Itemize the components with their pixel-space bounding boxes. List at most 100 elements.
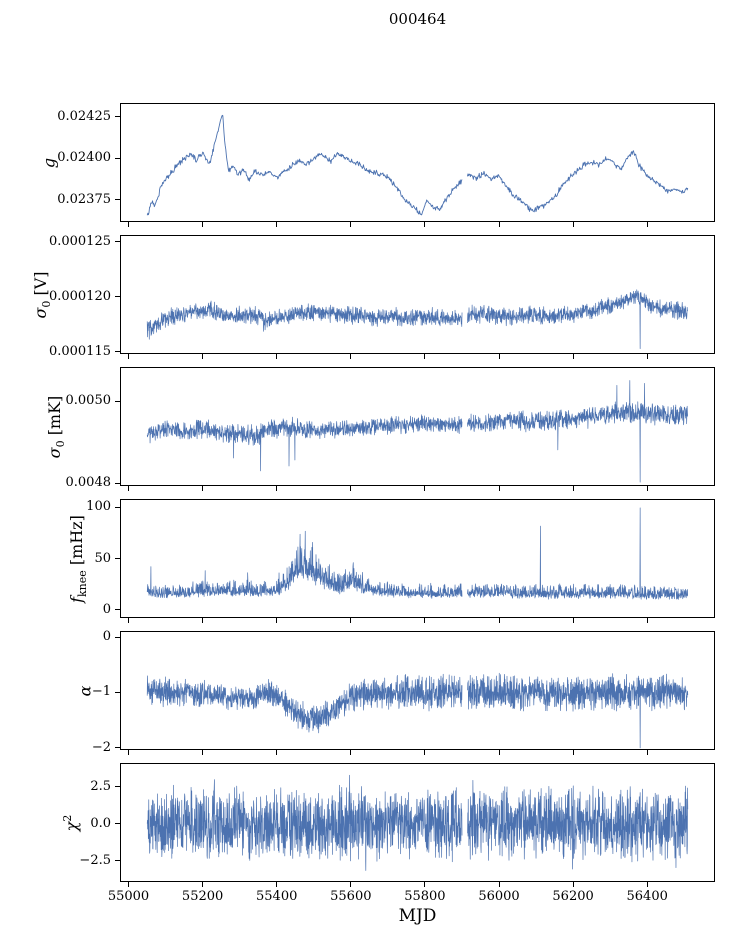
y-axis-label-sub: 0 <box>54 439 68 447</box>
y-axis-label-base: χ <box>61 821 81 831</box>
y-axis-label-sub: knee <box>76 569 90 597</box>
subplot-chi2: 2.5 0.0 −2.5 χ2 <box>0 763 749 887</box>
x-tick-mark <box>498 222 500 227</box>
x-tick-mark <box>350 486 352 491</box>
y-tick-mark <box>115 157 120 159</box>
x-tick-mark <box>498 618 500 623</box>
x-tick-label: 55800 <box>404 889 446 904</box>
y-tick-mark <box>115 241 120 243</box>
y-tick-label: 0.0048 <box>65 475 112 491</box>
y-tick-label: 0.02425 <box>57 108 111 124</box>
plot-canvas-alpha <box>121 632 714 749</box>
x-tick-mark <box>202 354 204 359</box>
x-tick-mark <box>128 354 130 359</box>
y-tick-mark <box>115 691 120 693</box>
x-tick-mark <box>202 750 204 755</box>
x-tick-mark <box>424 618 426 623</box>
x-tick-label: 55600 <box>330 889 372 904</box>
y-axis-label-fknee: fknee [mHz] <box>67 515 89 603</box>
x-tick-mark <box>202 618 204 623</box>
plot-canvas-fknee <box>121 500 714 617</box>
x-tick-mark <box>424 882 426 887</box>
x-tick-label: 56000 <box>478 889 520 904</box>
x-tick-mark <box>572 618 574 623</box>
y-tick-mark <box>115 116 120 118</box>
plot-area-fknee <box>120 499 715 618</box>
y-axis-label-sigma0-v: σ0 [V] <box>31 271 53 318</box>
x-tick-label: 55200 <box>181 889 224 904</box>
y-tick-label: −2 <box>91 739 111 755</box>
y-tick-label: −2.5 <box>79 852 111 868</box>
x-tick-mark <box>572 750 574 755</box>
subplot-sigma0-mk: 0.0050 0.0048 σ0 [mK] <box>0 367 749 491</box>
x-tick-mark <box>646 486 648 491</box>
x-tick-mark <box>202 222 204 227</box>
y-axis-label-base: σ <box>45 446 65 458</box>
x-tick-mark <box>276 222 278 227</box>
x-tick-label: 56400 <box>626 889 668 904</box>
plot-canvas-chi2 <box>121 764 714 881</box>
y-axis-label-alpha: α <box>76 685 95 696</box>
x-tick-mark <box>128 618 130 623</box>
y-axis-label-base: f <box>67 596 86 603</box>
y-tick-label: 0 <box>102 601 111 617</box>
y-axis-label-sub: 0 <box>39 300 53 308</box>
y-tick-mark <box>115 296 120 298</box>
y-tick-label: 2.5 <box>90 778 111 794</box>
y-tick-mark <box>115 636 120 638</box>
plot-area-g <box>120 103 715 222</box>
x-tick-mark <box>276 618 278 623</box>
x-tick-mark <box>276 750 278 755</box>
x-tick-mark <box>350 882 352 887</box>
y-axis-label-base: g <box>39 157 59 168</box>
x-tick-mark <box>646 882 648 887</box>
x-tick-mark <box>498 354 500 359</box>
x-tick-mark <box>424 222 426 227</box>
y-tick-label: 0.02375 <box>57 191 111 207</box>
x-tick-mark <box>350 222 352 227</box>
plot-area-alpha <box>120 631 715 750</box>
y-tick-label: 0.0050 <box>65 393 112 409</box>
x-tick-mark <box>498 486 500 491</box>
y-tick-mark <box>115 351 120 353</box>
y-tick-mark <box>115 747 120 749</box>
y-tick-mark <box>115 860 120 862</box>
plot-canvas-sigma0-v <box>121 236 714 353</box>
x-tick-mark <box>424 354 426 359</box>
y-axis-label-chi2: χ2 <box>61 814 81 831</box>
plot-canvas-g <box>121 104 714 221</box>
y-tick-mark <box>115 558 120 559</box>
y-tick-mark <box>115 506 120 508</box>
y-tick-mark <box>115 482 120 484</box>
y-axis-label-unit: [mHz] <box>67 514 86 570</box>
x-tick-label: 55000 <box>107 889 150 904</box>
subplot-g: 0.02425 0.02400 0.02375 g <box>0 103 749 227</box>
x-tick-mark <box>128 882 130 887</box>
y-tick-mark <box>115 199 120 201</box>
y-axis-label-base: σ <box>30 307 50 319</box>
plot-canvas-sigma0-mk <box>121 368 714 485</box>
x-tick-label: 55400 <box>256 889 298 904</box>
y-tick-mark <box>115 609 120 611</box>
y-tick-mark <box>115 786 120 788</box>
x-tick-mark <box>646 354 648 359</box>
x-tick-mark <box>350 618 352 623</box>
x-tick-mark <box>276 354 278 359</box>
x-tick-mark <box>646 618 648 623</box>
plot-area-sigma0-v <box>120 235 715 354</box>
subplot-alpha: 0 −1 −2 α <box>0 629 749 755</box>
y-tick-mark <box>115 823 120 825</box>
y-tick-label: 0.0 <box>90 815 111 831</box>
y-tick-label: 50 <box>94 550 111 566</box>
plot-area-sigma0-mk <box>120 367 715 486</box>
y-axis-label-base: α <box>75 685 95 696</box>
x-axis-label: MJD <box>398 906 437 926</box>
x-tick-mark <box>646 750 648 755</box>
subplot-fknee: 100 50 0 fknee [mHz] <box>0 499 749 623</box>
y-tick-label: 100 <box>86 499 111 515</box>
x-tick-mark <box>498 750 500 755</box>
x-tick-mark <box>572 222 574 227</box>
x-tick-mark <box>202 882 204 887</box>
y-axis-label-unit: [mK] <box>45 395 65 440</box>
